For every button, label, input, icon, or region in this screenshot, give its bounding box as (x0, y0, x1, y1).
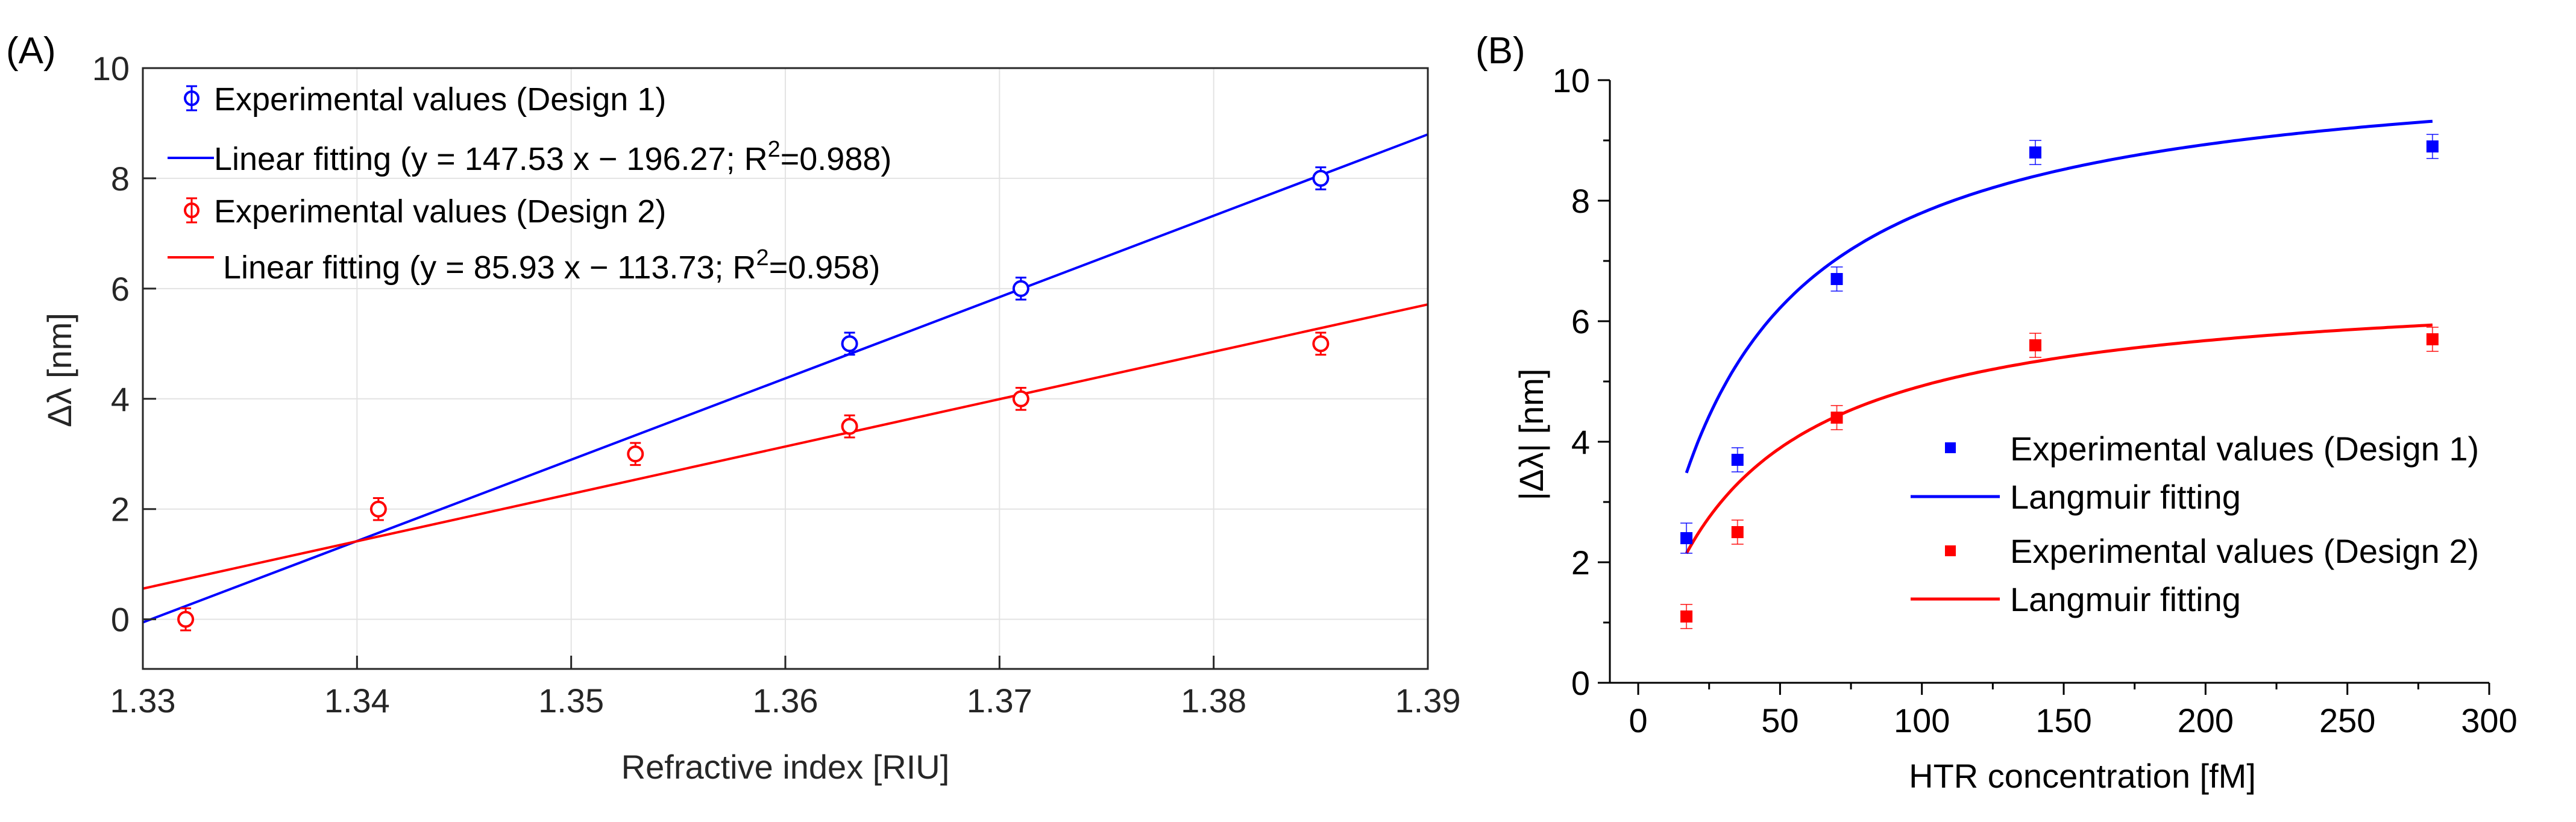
marker-square (1680, 610, 1693, 623)
panel-b-y-tick-label: 2 (1571, 544, 1590, 582)
marker-circle (177, 610, 195, 628)
panel-a-x-tick-label: 1.36 (753, 682, 818, 720)
marker-square (2029, 146, 2041, 158)
panel-a-y-tick-label: 6 (111, 270, 130, 308)
marker-circle (1012, 280, 1029, 297)
legend-a-label-fit2: Linear fitting (y = 85.93 x − 113.73; R2… (223, 245, 880, 286)
panel-b-data-point (1731, 447, 1744, 472)
panel-a-y-tick-label: 8 (111, 160, 130, 198)
legend-b-label-design2: Experimental values (Design 2) (2010, 532, 2479, 570)
panel-b-x-tick-label: 200 (2178, 701, 2234, 739)
panel-a-data-point (627, 442, 644, 466)
marker-circle (1312, 335, 1330, 353)
panel-a-x-axis-title: Refractive index [RIU] (621, 748, 950, 786)
panel-b-y-axis-title: |Δλ| [nm] (1512, 369, 1550, 501)
panel-b-y-tick-label: 8 (1571, 182, 1590, 220)
legend-a-marker-design2 (184, 197, 199, 224)
marker-circle (627, 445, 644, 463)
marker-circle (369, 500, 387, 518)
panel-b-fit-curve-1 (1685, 119, 2433, 474)
marker-circle (1012, 390, 1029, 407)
panel-b-label: (B) (1475, 30, 1525, 72)
panel-a-x-tick-label: 1.34 (324, 682, 390, 720)
marker-square (1830, 412, 1843, 424)
panel-a-data-point (1012, 387, 1029, 411)
panel-b-y-tick-label: 6 (1571, 303, 1590, 340)
panel-b-fit-curve-3 (1685, 323, 2433, 554)
marker-circle (841, 418, 858, 435)
panel-b-data-point (1830, 266, 1843, 292)
legend-a-label-design2: Experimental values (Design 2) (214, 193, 666, 230)
marker-circle (841, 335, 858, 353)
panel-b-legend: Experimental values (Design 1) Langmuir … (1911, 430, 2479, 618)
panel-b-data-point (1830, 405, 1843, 430)
panel-a-data-point (1312, 331, 1330, 356)
panel-a-x-tick-label: 1.38 (1181, 682, 1246, 720)
panel-a-legend: Experimental values (Design 1) Linear fi… (168, 81, 891, 286)
legend-b-marker-design1 (1945, 442, 1956, 453)
marker-square (2029, 339, 2041, 351)
panel-a-data-point (177, 607, 195, 632)
panel-a-y-tick-label: 0 (111, 601, 130, 639)
legend-b-label-fit2: Langmuir fitting (2010, 580, 2241, 618)
panel-a-fit-line-3 (142, 303, 1428, 590)
panel-b-x-axis-title: HTR concentration [fM] (1909, 757, 2256, 795)
panel-a-data-point (841, 414, 858, 439)
panel-b-y-tick-label: 10 (1553, 61, 1590, 99)
panel-b-y-tick-label: 0 (1571, 664, 1590, 702)
panel-b-data-point (2426, 134, 2439, 159)
panel-a-data-point (1012, 277, 1029, 301)
marker-square (1680, 532, 1693, 544)
panel-a-data-point (369, 497, 387, 521)
marker-circle (1312, 169, 1330, 187)
marker-square (1731, 526, 1744, 538)
legend-b-label-design1: Experimental values (Design 1) (2010, 430, 2479, 468)
panel-b-data-point (1680, 604, 1693, 629)
panel-a-series (142, 133, 1428, 632)
panel-b-x-tick-label: 0 (1629, 701, 1647, 739)
panel-a: (A) 1.33 1.34 1.35 1.36 1.37 1.38 1.390246810 … (6, 30, 1461, 786)
panel-a-y-tick-label: 4 (111, 380, 130, 418)
panel-a-x-tick-label: 1.37 (967, 682, 1032, 720)
panel-b-data-point (1680, 522, 1693, 554)
marker-square (2426, 140, 2439, 152)
panel-b-axes: 0 50 100 150 200 250 300 0 2 4 6 8 10 (1553, 61, 2518, 739)
panel-a-y-tick-label: 10 (92, 49, 130, 87)
legend-b-label-fit1: Langmuir fitting (2010, 478, 2241, 516)
panel-b-series (1680, 119, 2439, 629)
panel-b-data-point (1731, 519, 1744, 545)
legend-a-marker-design1 (184, 85, 199, 111)
panel-b-x-tick-label: 300 (2461, 701, 2517, 739)
panel-b-x-tick-label: 50 (1761, 701, 1798, 739)
panel-b-y-tick-label: 4 (1571, 423, 1590, 461)
marker-square (1731, 454, 1744, 466)
panel-b-x-tick-label: 100 (1894, 701, 1950, 739)
panel-b-data-point (2426, 327, 2439, 352)
panel-a-data-point (1312, 166, 1330, 190)
panel-a-x-tick-label: 1.33 (110, 682, 176, 720)
panel-b-data-point (2029, 140, 2041, 165)
panel-a-y-axis-title: Δλ [nm] (40, 313, 78, 427)
panel-a-ticks: 1.33 1.34 1.35 1.36 1.37 1.38 1.39 0 2 4 6 8 10 (92, 49, 1461, 720)
panel-a-x-tick-label: 1.35 (538, 682, 604, 720)
panel-b-x-tick-label: 250 (2319, 701, 2375, 739)
panel-a-x-tick-label: 1.39 (1395, 682, 1461, 720)
marker-square (2426, 333, 2439, 345)
legend-b-marker-design2 (1945, 545, 1956, 556)
legend-a-label-design1: Experimental values (Design 1) (214, 81, 666, 118)
legend-a-label-fit1: Linear fitting (y = 147.53 x − 196.27; R… (214, 137, 891, 177)
panel-a-data-point (841, 331, 858, 356)
panel-a-label: (A) (6, 30, 56, 72)
marker-square (1830, 273, 1843, 285)
panel-b-x-tick-label: 150 (2035, 701, 2091, 739)
panel-b: (B) 0 50 100 150 200 250 300 0 2 4 6 8 10 HTR concen… (1475, 30, 2518, 795)
panel-a-y-tick-label: 2 (111, 491, 130, 529)
panel-b-data-point (2029, 333, 2041, 358)
